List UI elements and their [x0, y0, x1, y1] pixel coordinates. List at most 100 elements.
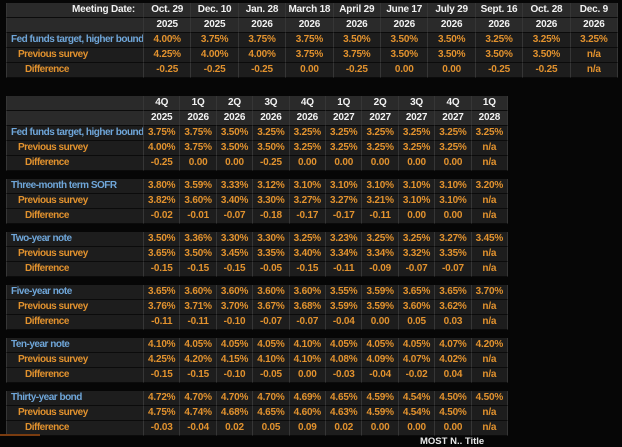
- table-row: Thirty-year bond 4.72% 4.70% 4.70% 4.70% 4.69…: [6, 391, 509, 406]
- value-cell: 4.50%: [435, 406, 472, 421]
- value-cell: 4.15%: [216, 353, 254, 368]
- row-label: Difference: [6, 262, 144, 277]
- table-row: Difference -0.11 -0.11 -0.10 -0.07 -0.07 -0.04…: [6, 315, 509, 330]
- value-cell: 4.74%: [180, 406, 217, 421]
- value-cell: 4.65%: [326, 391, 363, 406]
- value-cell: 4.05%: [216, 338, 254, 353]
- group-gap: [6, 330, 508, 338]
- column-year: 2026: [523, 18, 571, 33]
- value-cell: 3.59%: [326, 300, 363, 315]
- value-cell: 3.25%: [362, 232, 399, 247]
- value-cell: 4.05%: [180, 338, 217, 353]
- value-cell: 0.00: [362, 315, 399, 330]
- value-cell: 3.59%: [180, 179, 217, 194]
- table-row: Previous survey 4.00% 3.75% 3.50% 3.50% 3.25%…: [6, 141, 509, 156]
- value-cell: 3.65%: [435, 285, 472, 300]
- value-cell: 3.75%: [191, 33, 239, 48]
- group-gap: [6, 277, 508, 285]
- row-label: Two-year note: [6, 232, 144, 247]
- table-row: Previous survey 3.76% 3.71% 3.70% 3.67% 3.68%…: [6, 300, 509, 315]
- column-year: 2026: [475, 18, 524, 33]
- value-cell: 3.27%: [289, 194, 327, 209]
- value-cell: 3.59%: [362, 300, 399, 315]
- value-cell: -0.15: [216, 262, 254, 277]
- value-cell: 3.25%: [326, 141, 363, 156]
- table-row: Difference -0.03 -0.04 0.02 0.05 0.09 0.02 0.00…: [6, 421, 509, 436]
- value-cell: 3.75%: [333, 48, 382, 63]
- column-year: 2025: [144, 111, 181, 126]
- table-row: Ten-year note 4.10% 4.05% 4.05% 4.05% 4.10% 4.…: [6, 338, 509, 353]
- value-cell: 4.59%: [362, 406, 399, 421]
- value-cell: 4.25%: [144, 353, 181, 368]
- value-cell: 0.00: [398, 421, 436, 436]
- value-cell: 4.05%: [398, 338, 436, 353]
- corner-blank: [6, 111, 144, 126]
- value-cell: -0.07: [216, 209, 254, 224]
- meeting-date-table: Meeting Date: Oct. 29 Dec. 10 Jan. 28 March …: [6, 3, 619, 78]
- value-cell: 3.50%: [253, 141, 290, 156]
- row-label: Previous survey: [6, 141, 144, 156]
- value-cell: 3.50%: [144, 232, 181, 247]
- value-cell: -0.25: [191, 63, 239, 78]
- value-cell: 3.34%: [326, 247, 363, 262]
- value-cell: 3.60%: [253, 285, 290, 300]
- value-cell: 4.25%: [144, 48, 192, 63]
- value-cell: 3.75%: [286, 33, 334, 48]
- value-cell: 3.50%: [428, 33, 476, 48]
- column-header: Sept. 16: [475, 3, 524, 18]
- table-row: Previous survey 4.25% 4.20% 4.15% 4.10% 4.10%…: [6, 353, 509, 368]
- value-cell: -0.17: [326, 209, 363, 224]
- column-year: 2026: [428, 18, 476, 33]
- value-cell: 0.00: [398, 209, 436, 224]
- value-cell: 3.59%: [362, 285, 399, 300]
- row-label: Difference: [6, 156, 144, 171]
- value-cell: -0.04: [362, 368, 399, 383]
- value-cell: -0.11: [144, 315, 181, 330]
- column-header: June 17: [381, 3, 429, 18]
- value-cell: -0.25: [144, 63, 192, 78]
- value-cell: -0.10: [216, 368, 254, 383]
- table-row: Five-year note 3.65% 3.60% 3.60% 3.60% 3.60% 3…: [6, 285, 509, 300]
- value-cell: 3.68%: [289, 300, 327, 315]
- column-year: 2027: [362, 111, 399, 126]
- value-cell: n/a: [471, 315, 509, 330]
- value-cell: 4.70%: [180, 391, 217, 406]
- row-label: Previous survey: [6, 48, 144, 63]
- value-cell: 3.10%: [398, 194, 436, 209]
- value-cell: n/a: [471, 421, 509, 436]
- row-label: Thirty-year bond: [6, 391, 144, 406]
- value-cell: -0.15: [144, 368, 181, 383]
- table-row: Difference -0.25 -0.25 -0.25 0.00 -0.25 0.00 0.…: [6, 63, 619, 78]
- value-cell: -0.07: [253, 315, 290, 330]
- corner-label: [6, 96, 144, 111]
- header-row: Meeting Date: Oct. 29 Dec. 10 Jan. 28 March …: [6, 3, 619, 18]
- value-cell: 0.00: [435, 421, 472, 436]
- value-cell: 3.50%: [216, 141, 254, 156]
- column-header: 2Q: [216, 96, 254, 111]
- value-cell: 3.60%: [216, 285, 254, 300]
- value-cell: 0.00: [289, 368, 327, 383]
- column-header: Dec. 10: [191, 3, 239, 18]
- row-label: Five-year note: [6, 285, 144, 300]
- row-label: Previous survey: [6, 247, 144, 262]
- value-cell: 3.25%: [253, 126, 290, 141]
- column-header: 3Q: [398, 96, 436, 111]
- value-cell: 4.54%: [398, 406, 436, 421]
- row-label: Difference: [6, 209, 144, 224]
- value-cell: 3.25%: [471, 126, 509, 141]
- column-header: 4Q: [144, 96, 181, 111]
- value-cell: 4.20%: [180, 353, 217, 368]
- value-cell: 0.00: [435, 156, 472, 171]
- column-header: Dec. 9: [570, 3, 619, 18]
- value-cell: n/a: [471, 262, 509, 277]
- value-cell: 3.60%: [289, 285, 327, 300]
- value-cell: 4.05%: [362, 338, 399, 353]
- value-cell: n/a: [570, 48, 619, 63]
- value-cell: 3.10%: [435, 194, 472, 209]
- value-cell: 4.08%: [326, 353, 363, 368]
- value-cell: 0.00: [180, 156, 217, 171]
- value-cell: -0.10: [216, 315, 254, 330]
- value-cell: -0.17: [289, 209, 327, 224]
- value-cell: 3.75%: [180, 141, 217, 156]
- value-cell: 4.07%: [435, 338, 472, 353]
